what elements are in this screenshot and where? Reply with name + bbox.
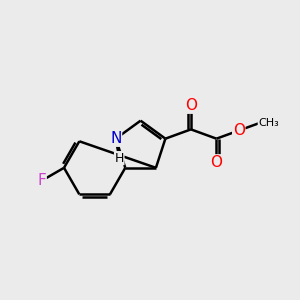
Text: O: O xyxy=(233,123,245,138)
Text: CH₃: CH₃ xyxy=(258,118,279,128)
Text: F: F xyxy=(38,173,46,188)
Text: N: N xyxy=(110,131,122,146)
Text: O: O xyxy=(185,98,197,113)
Text: O: O xyxy=(211,155,223,170)
Text: H: H xyxy=(115,152,124,165)
